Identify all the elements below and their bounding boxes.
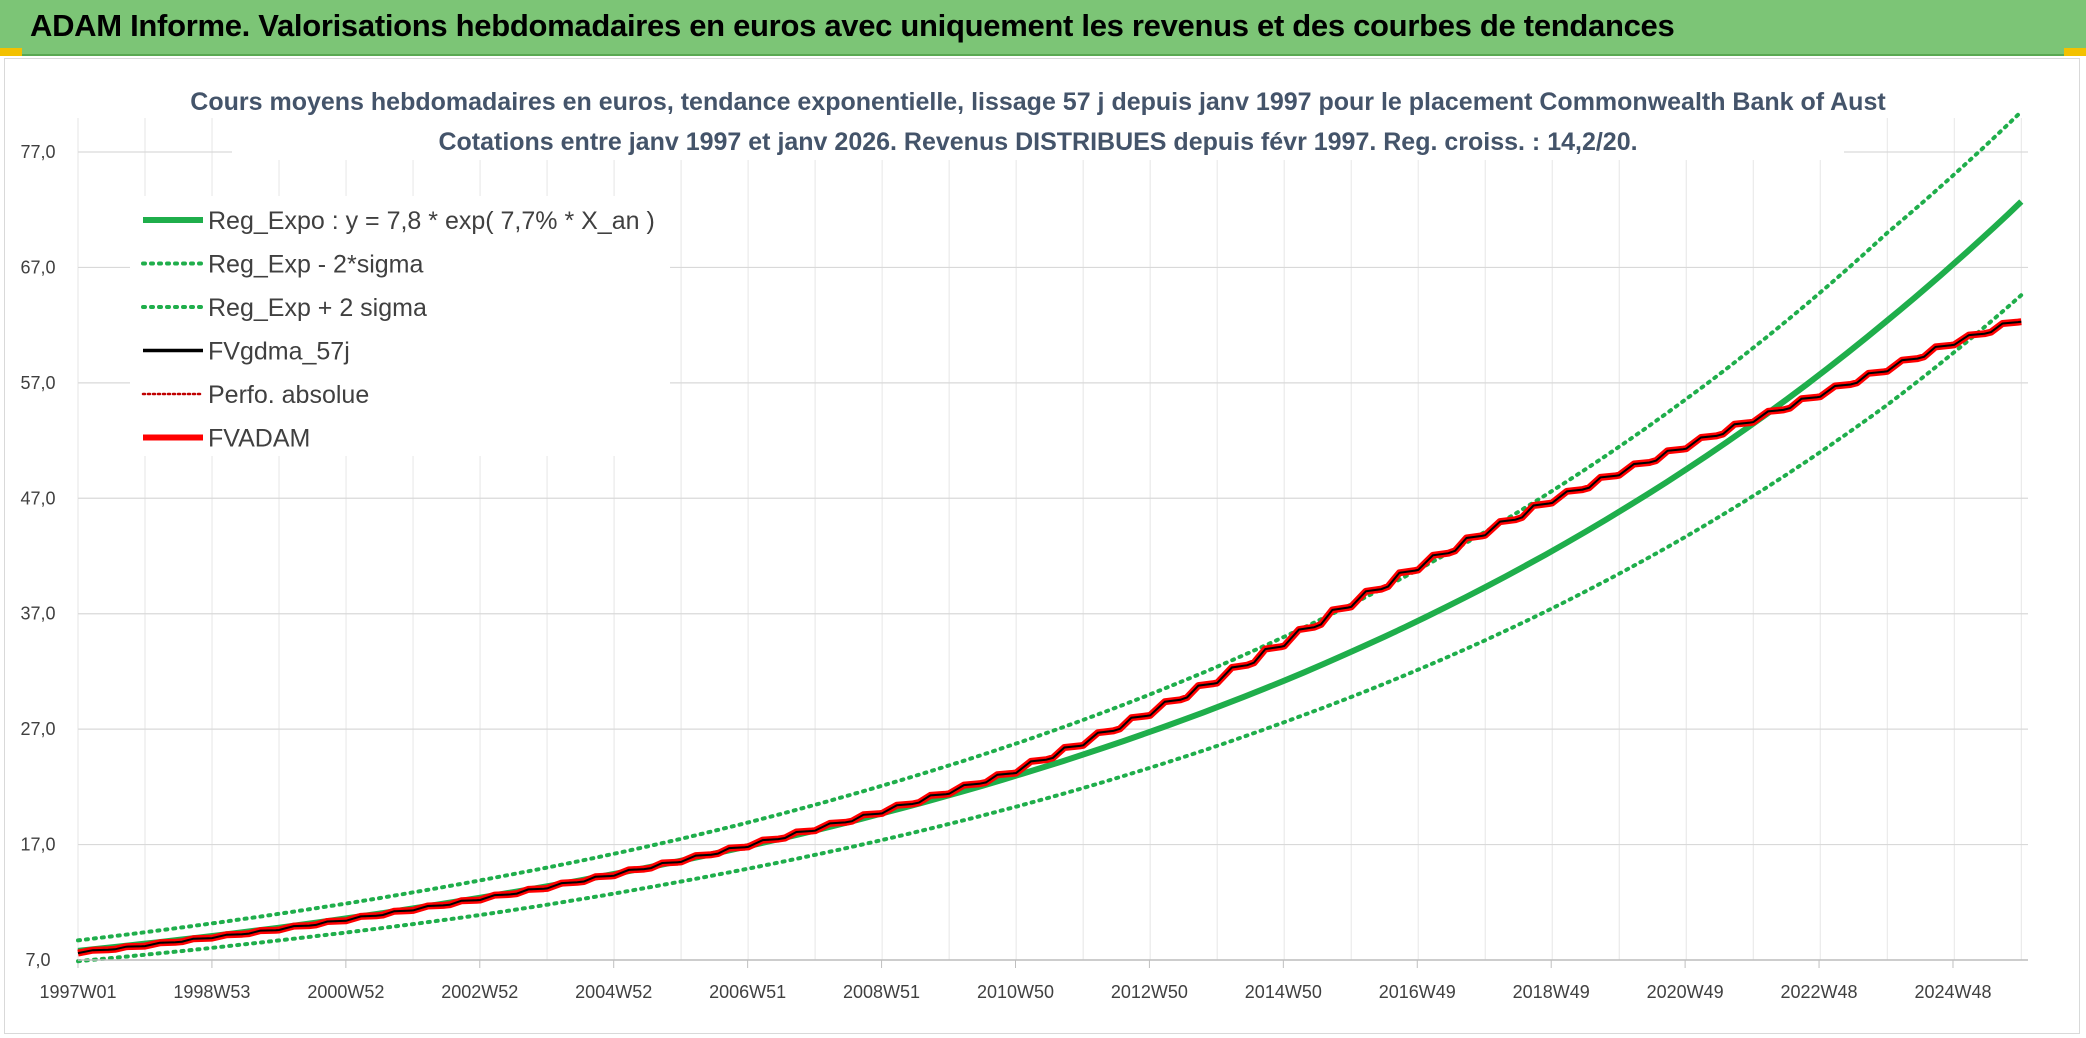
x-tick-label: 2022W48 (1781, 982, 1858, 1002)
legend-label-reg_plus: Reg_Exp + 2 sigma (208, 294, 427, 322)
legend-label-fvadam: FVADAM (208, 425, 310, 453)
x-tick-label: 2016W49 (1379, 982, 1456, 1002)
x-tick-label: 1997W01 (39, 982, 116, 1002)
legend-label-reg_minus: Reg_Exp - 2*sigma (208, 251, 423, 279)
banner-corner-right (2064, 48, 2086, 56)
legend-label-perfo: Perfo. absolue (208, 381, 369, 409)
legend-backdrop (130, 196, 670, 456)
y-tick-label: 67,0 (20, 257, 55, 277)
y-tick-label: 7,0 (25, 950, 50, 970)
x-tick-label: 2014W50 (1245, 982, 1322, 1002)
series-reg-exp-minus-2sigma (76, 293, 2024, 964)
x-tick-label: 2024W48 (1914, 982, 1991, 1002)
y-axis-ticks: 77,0 67,0 57,0 47,0 37,0 27,0 17,0 7,0 (20, 142, 55, 970)
x-tick-label: 2000W52 (307, 982, 384, 1002)
report-banner: ADAM Informe. Valorisations hebdomadaire… (0, 0, 2086, 56)
x-tick-label: 2010W50 (977, 982, 1054, 1002)
y-tick-label: 77,0 (20, 142, 55, 162)
y-tick-label: 47,0 (20, 488, 55, 508)
legend-label-fvgdma: FVgdma_57j (208, 338, 350, 366)
x-tick-label: 2020W49 (1647, 982, 1724, 1002)
chart-title-backdrop (232, 80, 1844, 160)
series-lines (76, 109, 2024, 964)
y-tick-label: 27,0 (20, 719, 55, 739)
y-tick-label: 17,0 (20, 835, 55, 855)
chart-title-line-1: Cours moyens hebdomadaires en euros, ten… (190, 88, 1886, 116)
x-tick-label: 2018W49 (1513, 982, 1590, 1002)
legend-label-reg_expo: Reg_Expo : y = 7,8 * exp( 7,7% * X_an ) (208, 207, 655, 235)
y-tick-label: 37,0 (20, 604, 55, 624)
report-title: ADAM Informe. Valorisations hebdomadaire… (30, 8, 1675, 43)
x-tick-label: 2004W52 (575, 982, 652, 1002)
chart-legend: Reg_Expo : y = 7,8 * exp( 7,7% * X_an ) R… (130, 196, 670, 456)
y-tick-label: 57,0 (20, 373, 55, 393)
chart-title-line-2: Cotations entre janv 1997 et janv 2026. … (438, 128, 1637, 156)
x-tick-label: 2008W51 (843, 982, 920, 1002)
x-axis-ticks: 1997W01 1998W53 2000W52 2002W52 2004W52 2006W… (39, 960, 1992, 1002)
series-fvgdma-57j (77, 320, 2022, 955)
banner-corner-left (0, 48, 22, 56)
x-tick-label: 2006W51 (709, 982, 786, 1002)
x-tick-label: 2002W52 (441, 982, 518, 1002)
series-reg-exp-plus-2sigma (76, 109, 2024, 943)
x-tick-label: 2012W50 (1111, 982, 1188, 1002)
x-tick-label: 1998W53 (173, 982, 250, 1002)
